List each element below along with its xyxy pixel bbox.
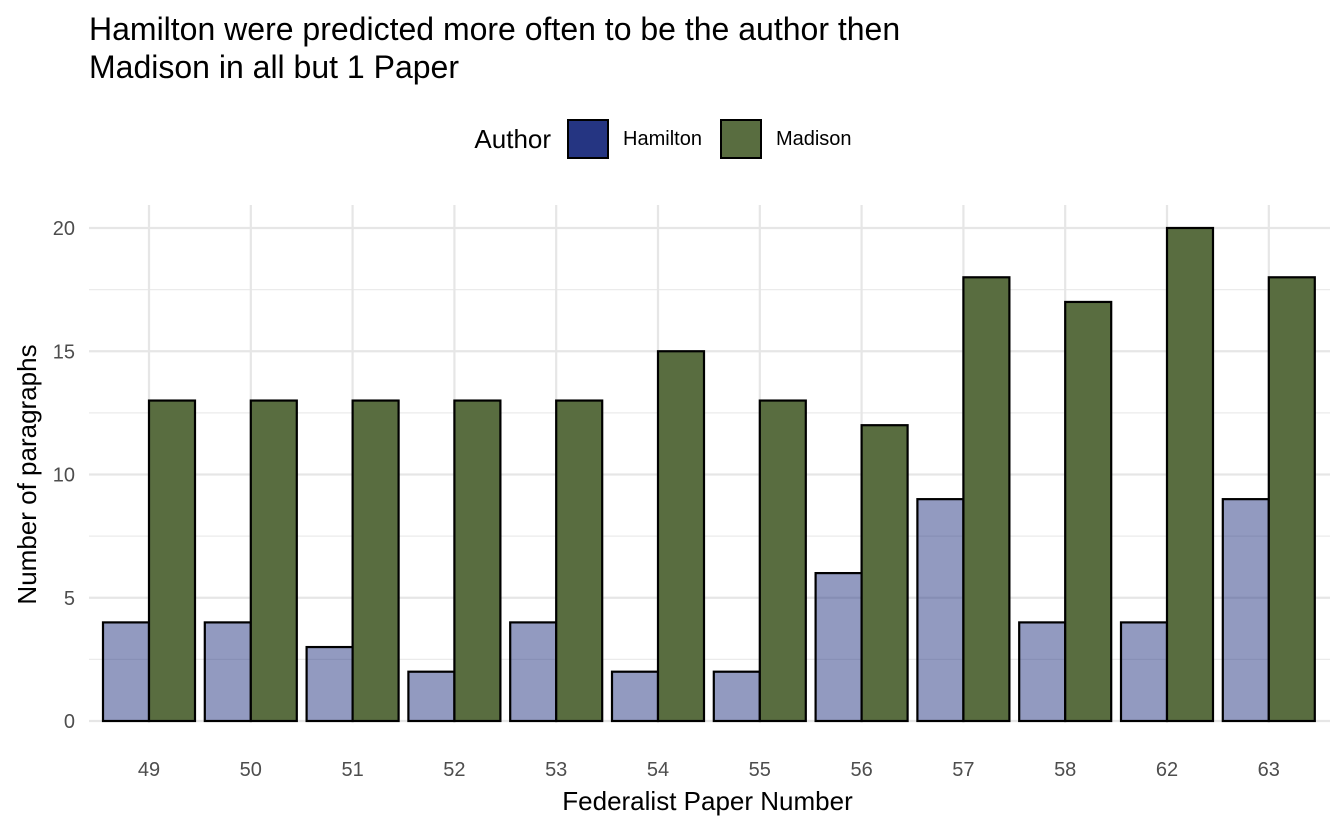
bar-hamilton-49 xyxy=(101,621,151,723)
bar-hamilton-51 xyxy=(305,645,354,723)
bar-madison-58 xyxy=(1064,300,1113,723)
bar-madison-54 xyxy=(656,350,706,723)
x-axis-title: Federalist Paper Number xyxy=(562,786,853,816)
bar-madison-57 xyxy=(962,276,1011,723)
legend-item-madison: Madison xyxy=(719,119,852,159)
bar-madison-53 xyxy=(555,399,604,723)
bar-hamilton-55 xyxy=(712,670,761,723)
bar-madison-56 xyxy=(860,424,909,723)
y-tick-label: 0 xyxy=(64,711,75,733)
legend-key-madison xyxy=(719,119,762,159)
y-axis-title: Number of paragraphs xyxy=(12,344,42,604)
x-tick-label: 49 xyxy=(138,759,160,781)
x-tick-label: 62 xyxy=(1156,759,1178,781)
bar-hamilton-57 xyxy=(916,498,965,723)
bar-hamilton-54 xyxy=(610,670,660,723)
legend-title: Author xyxy=(474,123,552,154)
bar-hamilton-56 xyxy=(814,571,863,723)
legend-label-madison: Madison xyxy=(775,127,852,150)
bar-hamilton-58 xyxy=(1018,621,1067,723)
legend: Author Hamilton Madison xyxy=(0,114,1344,164)
chart-title-line-1: Hamilton were predicted more often to be… xyxy=(89,11,901,47)
chart-title: Hamilton were predicted more often to be… xyxy=(89,10,1289,86)
legend-key-hamilton xyxy=(567,119,610,159)
y-tick-label: 20 xyxy=(53,218,75,240)
bar-madison-51 xyxy=(351,399,400,723)
x-tick-labels: 49 50 51 52 53 54 55 56 57 58 62 63 xyxy=(138,759,1280,781)
legend-item-hamilton: Hamilton xyxy=(567,119,702,159)
chart-title-line-2: Madison in all but 1 Paper xyxy=(89,49,459,85)
bar-hamilton-62 xyxy=(1119,621,1169,723)
x-tick-label: 50 xyxy=(240,759,262,781)
bar-madison-62 xyxy=(1165,226,1215,723)
x-tick-label: 52 xyxy=(443,759,465,781)
y-tick-label: 5 xyxy=(64,588,75,610)
y-tick-labels: 0 5 10 15 20 xyxy=(53,218,75,733)
x-tick-label: 58 xyxy=(1054,759,1076,781)
x-tick-label: 53 xyxy=(545,759,567,781)
x-tick-label: 63 xyxy=(1258,759,1280,781)
legend-label-hamilton: Hamilton xyxy=(623,127,702,150)
bars xyxy=(101,226,1316,723)
bar-madison-63 xyxy=(1267,276,1316,723)
y-tick-label: 10 xyxy=(53,465,75,487)
bar-hamilton-53 xyxy=(509,621,558,723)
bar-hamilton-50 xyxy=(203,621,252,723)
x-tick-label: 56 xyxy=(850,759,872,781)
x-tick-label: 57 xyxy=(952,759,974,781)
bar-hamilton-52 xyxy=(407,670,456,723)
bar-madison-50 xyxy=(249,399,298,723)
bar-madison-55 xyxy=(758,399,807,723)
x-tick-label: 54 xyxy=(647,759,669,781)
bar-madison-49 xyxy=(147,399,197,723)
y-tick-label: 15 xyxy=(53,341,75,363)
bar-madison-52 xyxy=(453,399,502,723)
x-tick-label: 55 xyxy=(749,759,771,781)
bar-hamilton-63 xyxy=(1221,498,1270,723)
x-tick-label: 51 xyxy=(341,759,363,781)
